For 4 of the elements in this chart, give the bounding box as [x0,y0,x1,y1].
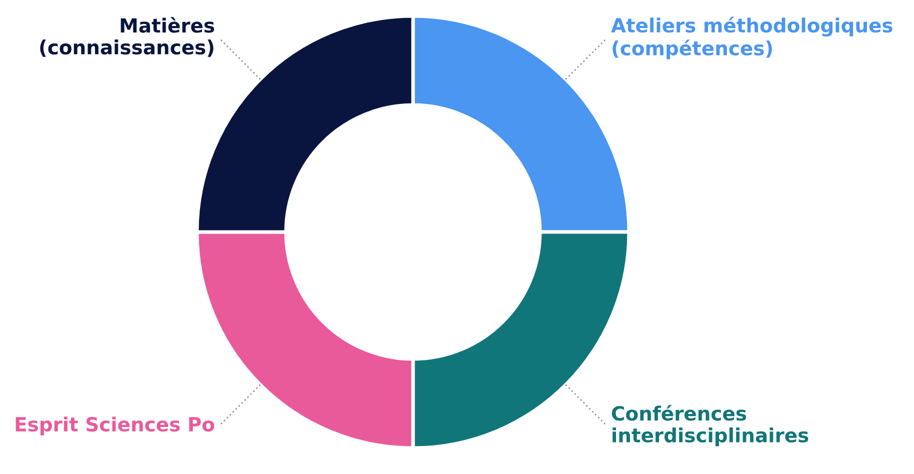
slice-label: Conférences interdisciplinaires [612,404,808,446]
slice-label: Matières (connaissances) [40,16,214,57]
slice-label: Ateliers méthodologiques (compétences) [611,16,892,60]
slice-label: Esprit Sciences Po [16,416,214,436]
